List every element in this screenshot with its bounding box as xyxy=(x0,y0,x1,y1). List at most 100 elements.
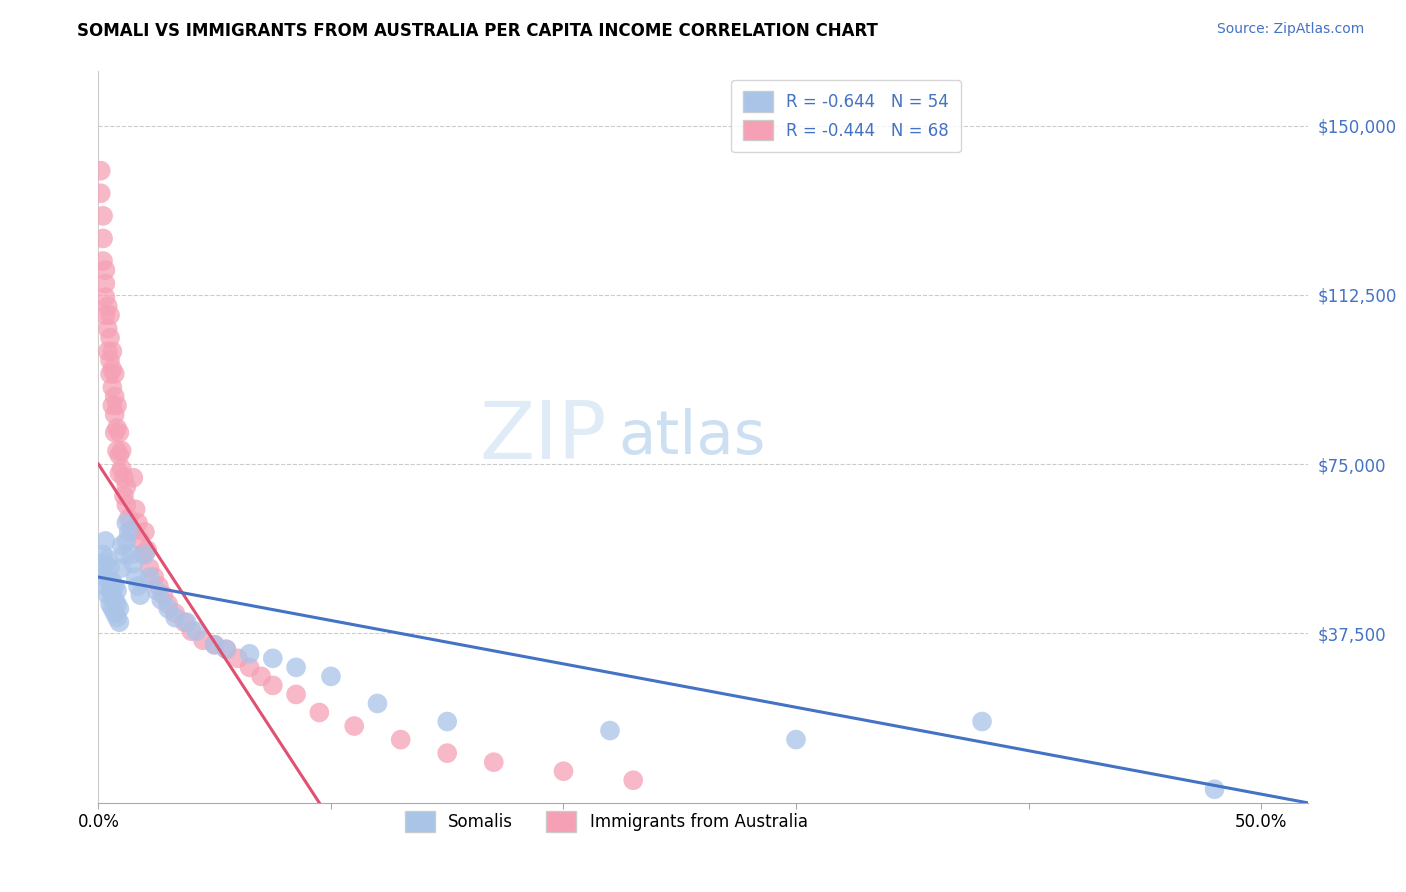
Point xyxy=(191,633,214,648)
Point xyxy=(108,615,131,630)
Point xyxy=(124,502,146,516)
Point xyxy=(98,367,121,381)
Point xyxy=(173,615,195,630)
Point xyxy=(115,516,138,530)
Point xyxy=(115,533,138,548)
Point xyxy=(97,299,120,313)
Point xyxy=(436,746,458,760)
Point xyxy=(97,570,120,584)
Point xyxy=(98,561,121,575)
Point xyxy=(98,353,121,368)
Point xyxy=(94,579,117,593)
Point xyxy=(118,511,141,525)
Point xyxy=(104,367,127,381)
Point xyxy=(94,533,117,548)
Point xyxy=(122,471,145,485)
Point xyxy=(91,548,114,562)
Point xyxy=(138,561,160,575)
Point xyxy=(115,498,138,512)
Point xyxy=(104,606,127,620)
Point xyxy=(105,399,128,413)
Point xyxy=(136,543,159,558)
Point xyxy=(94,290,117,304)
Point xyxy=(127,516,149,530)
Point xyxy=(111,443,134,458)
Point xyxy=(108,425,131,440)
Point xyxy=(165,606,187,620)
Point xyxy=(94,263,117,277)
Point xyxy=(94,277,117,291)
Point xyxy=(152,588,174,602)
Point xyxy=(131,548,153,562)
Point xyxy=(104,592,127,607)
Point xyxy=(308,706,330,720)
Point xyxy=(970,714,993,729)
Point xyxy=(97,322,120,336)
Point xyxy=(105,610,128,624)
Point xyxy=(104,425,127,440)
Point xyxy=(165,610,187,624)
Point xyxy=(120,548,142,562)
Point xyxy=(115,480,138,494)
Point xyxy=(148,579,170,593)
Point xyxy=(285,660,308,674)
Point xyxy=(90,186,112,201)
Point xyxy=(553,764,575,779)
Point xyxy=(98,597,121,611)
Point xyxy=(104,389,127,403)
Point xyxy=(215,642,238,657)
Point xyxy=(111,538,134,552)
Point xyxy=(111,561,134,575)
Point xyxy=(105,583,128,598)
Point xyxy=(101,399,124,413)
Point xyxy=(94,557,117,571)
Point xyxy=(285,688,308,702)
Point xyxy=(101,588,124,602)
Point xyxy=(94,308,117,322)
Point xyxy=(120,524,142,539)
Point xyxy=(226,651,249,665)
Point xyxy=(97,552,120,566)
Point xyxy=(145,583,167,598)
Point xyxy=(134,548,156,562)
Point xyxy=(262,678,284,692)
Point xyxy=(122,557,145,571)
Point xyxy=(111,461,134,475)
Point xyxy=(91,254,114,268)
Point xyxy=(134,524,156,539)
Point xyxy=(129,588,152,602)
Point xyxy=(108,448,131,462)
Point xyxy=(138,570,160,584)
Point xyxy=(127,579,149,593)
Point xyxy=(97,588,120,602)
Point xyxy=(105,421,128,435)
Point xyxy=(91,231,114,245)
Point xyxy=(105,597,128,611)
Point xyxy=(239,660,262,674)
Point xyxy=(150,592,173,607)
Point xyxy=(90,561,112,575)
Point xyxy=(108,466,131,480)
Point xyxy=(91,570,114,584)
Point xyxy=(91,209,114,223)
Point xyxy=(108,601,131,615)
Text: SOMALI VS IMMIGRANTS FROM AUSTRALIA PER CAPITA INCOME CORRELATION CHART: SOMALI VS IMMIGRANTS FROM AUSTRALIA PER … xyxy=(77,22,879,40)
Point xyxy=(621,773,644,788)
Point xyxy=(1204,782,1226,797)
Point xyxy=(112,548,135,562)
Point xyxy=(98,308,121,322)
Point xyxy=(157,597,180,611)
Point xyxy=(101,380,124,394)
Point xyxy=(104,408,127,422)
Text: atlas: atlas xyxy=(619,408,766,467)
Point xyxy=(176,615,198,630)
Point xyxy=(482,755,505,769)
Point xyxy=(343,719,366,733)
Point xyxy=(215,642,238,657)
Point xyxy=(104,579,127,593)
Point xyxy=(389,732,412,747)
Point xyxy=(157,601,180,615)
Point xyxy=(112,489,135,503)
Point xyxy=(129,533,152,548)
Point xyxy=(366,697,388,711)
